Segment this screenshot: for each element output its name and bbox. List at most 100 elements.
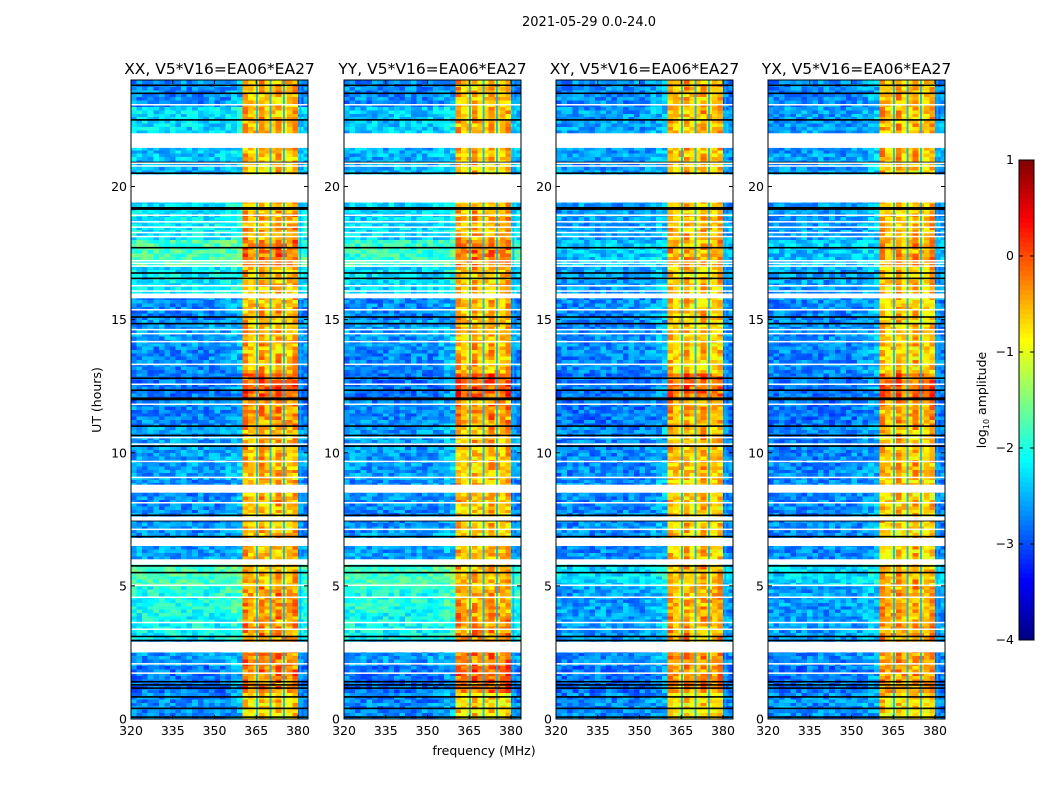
heatmap-cell: [225, 249, 232, 254]
heatmap-cell: [270, 692, 277, 697]
heatmap-cell: [197, 303, 204, 307]
heatmap-cell: [247, 419, 254, 424]
heatmap-cell: [181, 313, 188, 317]
heatmap-cell: [303, 665, 308, 670]
heatmap-cell: [181, 429, 188, 434]
heatmap-cell: [275, 462, 282, 467]
heatmap-cell: [242, 659, 249, 663]
heatmap-cell: [208, 269, 215, 274]
heatmap-cell: [292, 319, 299, 324]
heatmap-cell: [147, 273, 154, 277]
heatmap-cell: [292, 622, 299, 627]
heatmap-cell: [153, 479, 160, 484]
heatmap-cell: [147, 659, 154, 663]
heatmap-cell: [242, 273, 249, 277]
heatmap-cell: [225, 629, 232, 633]
heatmap-cell: [203, 409, 210, 414]
heatmap-cell: [208, 303, 215, 307]
heatmap-cell: [292, 283, 299, 287]
heatmap-cell: [136, 565, 143, 570]
heatmap-cell: [186, 273, 193, 277]
heatmap-cell: [192, 243, 199, 247]
heatmap-cell: [131, 522, 138, 527]
heatmap-cell: [136, 406, 143, 410]
heatmap-cell: [142, 589, 149, 593]
heatmap-cell: [236, 702, 243, 707]
heatmap-cell: [192, 569, 199, 573]
heatmap-cell: [164, 689, 171, 693]
heatmap-cell: [203, 236, 210, 241]
heatmap-cell: [231, 579, 238, 583]
heatmap-cell: [203, 632, 210, 637]
heatmap-cell: [142, 702, 149, 707]
heatmap-cell: [259, 452, 266, 457]
heatmap-cell: [153, 349, 160, 354]
heatmap-cell: [197, 669, 204, 673]
heatmap-cell: [275, 269, 282, 274]
heatmap-cell: [247, 479, 254, 484]
heatmap-cell: [242, 702, 249, 707]
heatmap-cell: [214, 462, 221, 467]
heatmap-cell: [153, 589, 160, 593]
heatmap-cell: [214, 699, 221, 703]
heatmap-cell: [175, 552, 182, 557]
heatmap-cell: [181, 526, 188, 530]
heatmap-cell: [136, 456, 143, 460]
heatmap-cell: [186, 456, 193, 460]
heatmap-cell: [142, 699, 149, 703]
heatmap-cell: [247, 379, 254, 384]
heatmap-cell: [136, 332, 143, 337]
heatmap-cell: [236, 303, 243, 307]
heatmap-cell: [192, 429, 199, 434]
heatmap-cell: [286, 712, 293, 717]
heatmap-cell: [203, 446, 210, 450]
heatmap-cell: [158, 652, 165, 657]
heatmap-cell: [158, 622, 165, 627]
heatmap-cell: [303, 389, 308, 394]
heatmap-cell: [275, 452, 282, 457]
heatmap-cell: [231, 552, 238, 557]
heatmap-cell: [147, 536, 154, 540]
heatmap-cell: [231, 409, 238, 414]
heatmap-cell: [131, 399, 138, 404]
heatmap-cell: [147, 709, 154, 713]
heatmap-cell: [186, 492, 193, 497]
heatmap-cell: [142, 266, 149, 271]
heatmap-cell: [208, 609, 215, 613]
heatmap-cell: [131, 452, 138, 457]
heatmap-cell: [242, 399, 249, 404]
heatmap-cell: [175, 379, 182, 384]
heatmap-cell: [214, 669, 221, 673]
heatmap-cell: [158, 346, 165, 351]
heatmap-cell: [247, 233, 254, 237]
heatmap-cell: [181, 466, 188, 470]
heatmap-cell: [203, 522, 210, 527]
heatmap-cell: [208, 615, 215, 620]
heatmap-cell: [292, 409, 299, 414]
heatmap-cell: [303, 299, 308, 304]
heatmap-cell: [131, 352, 138, 357]
heatmap-cell: [236, 263, 243, 267]
heatmap-cell: [181, 452, 188, 457]
heatmap-cell: [247, 466, 254, 470]
heatmap-cell: [247, 502, 254, 507]
heatmap-cell: [158, 689, 165, 693]
heatmap-cell: [203, 665, 210, 670]
heatmap-cell: [175, 263, 182, 267]
heatmap-cell: [208, 469, 215, 474]
heatmap-cell: [192, 672, 199, 677]
heatmap-cell: [275, 336, 282, 341]
heatmap-cell: [131, 256, 138, 261]
heatmap-cell: [136, 665, 143, 670]
heatmap-cell: [142, 239, 149, 244]
heatmap-cell: [292, 709, 299, 713]
heatmap-cell: [153, 575, 160, 580]
heatmap-cell: [292, 349, 299, 354]
heatmap-cell: [164, 499, 171, 504]
heatmap-cell: [208, 552, 215, 557]
heatmap-cell: [214, 555, 221, 560]
heatmap-cell: [236, 243, 243, 247]
heatmap-cell: [208, 545, 215, 550]
heatmap-cell: [170, 622, 177, 627]
heatmap-cell: [192, 336, 199, 341]
